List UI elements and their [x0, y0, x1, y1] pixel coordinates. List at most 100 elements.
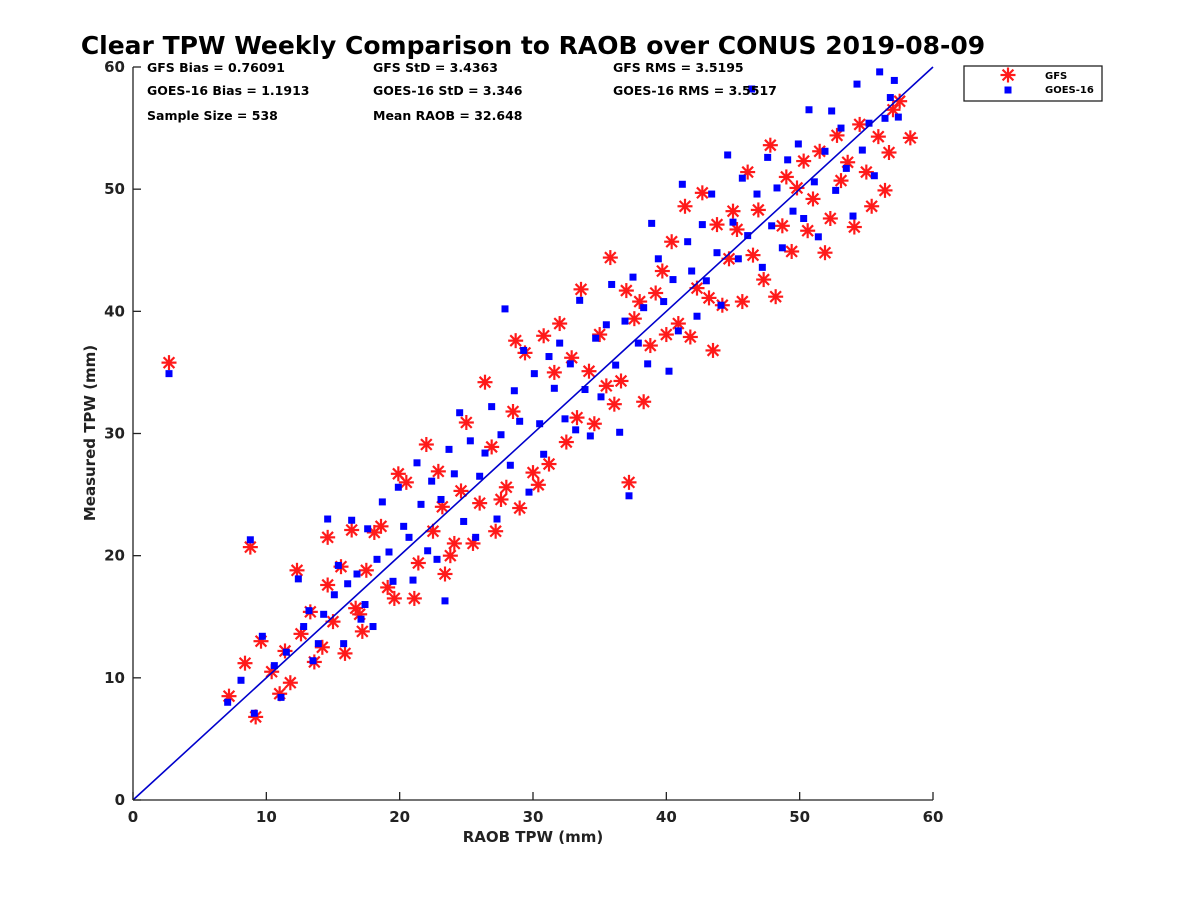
data-point [446, 535, 462, 551]
data-point [881, 145, 897, 161]
data-point [430, 463, 446, 479]
data-point [525, 488, 533, 496]
data-point [258, 632, 266, 640]
data-point [406, 590, 422, 606]
data-point [837, 124, 845, 132]
data-point [654, 255, 662, 263]
data-point [796, 153, 812, 169]
data-point [246, 536, 254, 544]
data-point [573, 281, 589, 297]
data-point [800, 223, 816, 239]
data-point [814, 233, 822, 241]
data-point [456, 409, 464, 417]
data-point [550, 384, 558, 392]
data-point [536, 420, 544, 428]
data-point [581, 363, 597, 379]
data-point [592, 334, 600, 342]
legend: GFS GOES-16 [963, 65, 1103, 102]
data-point [758, 263, 766, 271]
data-point [684, 238, 692, 246]
data-point [698, 221, 706, 229]
data-point [545, 353, 553, 361]
data-point [708, 190, 716, 198]
data-point [608, 280, 616, 288]
data-point [488, 403, 496, 411]
data-point [476, 472, 484, 480]
legend-marker-goes-16 [1004, 86, 1012, 94]
data-point [305, 607, 313, 615]
data-point [558, 434, 574, 450]
data-point [505, 404, 521, 420]
data-point [832, 186, 840, 194]
data-point [660, 298, 668, 306]
data-point [413, 459, 421, 467]
data-point [705, 342, 721, 358]
data-point [858, 164, 874, 180]
data-point [778, 169, 794, 185]
data-point [250, 709, 258, 717]
data-point [472, 495, 488, 511]
data-point [400, 522, 408, 530]
data-point [437, 566, 453, 582]
data-point [493, 491, 509, 507]
stat-gfs-std: GFS StD = 3.4363 [373, 60, 498, 75]
data-point [460, 517, 468, 525]
data-point [694, 185, 710, 201]
data-point [425, 523, 441, 539]
x-tick-label: 40 [656, 808, 677, 826]
data-point [481, 449, 489, 457]
data-point [289, 562, 305, 578]
data-point [606, 396, 622, 412]
data-point [364, 525, 372, 533]
data-point [237, 655, 253, 671]
data-point [665, 367, 673, 375]
data-point [602, 321, 610, 329]
data-point [598, 378, 614, 394]
data-point [165, 370, 173, 378]
data-point [282, 675, 298, 691]
data-point [320, 577, 336, 593]
data-point [373, 518, 389, 534]
data-point [581, 386, 589, 394]
data-point [678, 180, 686, 188]
data-point [864, 198, 880, 214]
data-point [885, 102, 901, 118]
data-point [734, 294, 750, 310]
data-point [789, 207, 797, 215]
stat-goes-rms: GOES-16 RMS = 3.5517 [613, 83, 777, 98]
data-point [586, 416, 602, 432]
data-point [810, 178, 818, 186]
data-point [508, 333, 524, 349]
legend-label-gfs: GFS [1045, 71, 1067, 82]
data-point [744, 232, 752, 240]
stat-sample-size: Sample Size = 538 [147, 108, 278, 123]
data-point [677, 198, 693, 214]
y-tick-label: 60 [104, 58, 125, 76]
data-point [592, 327, 608, 343]
data-point [634, 339, 642, 347]
data-point [161, 355, 177, 371]
legend-box [963, 65, 1103, 102]
stat-gfs-rms: GFS RMS = 3.5195 [613, 60, 744, 75]
legend-marker-gfs [1000, 67, 1016, 83]
data-point [648, 219, 656, 227]
data-point [453, 483, 469, 499]
stat-goes-bias: GOES-16 Bias = 1.1913 [147, 83, 309, 98]
data-point [556, 339, 564, 347]
data-point [458, 415, 474, 431]
data-point [621, 317, 629, 325]
data-point [640, 304, 648, 312]
data-point [693, 312, 701, 320]
data-point [501, 305, 509, 313]
data-point [418, 436, 434, 452]
data-point [892, 93, 908, 109]
data-point [424, 547, 432, 555]
data-point [852, 116, 868, 132]
y-tick-label: 10 [104, 669, 125, 687]
data-point [369, 623, 377, 631]
data-point [669, 276, 677, 284]
data-point [237, 676, 245, 684]
data-point [497, 431, 505, 439]
data-point [337, 645, 353, 661]
